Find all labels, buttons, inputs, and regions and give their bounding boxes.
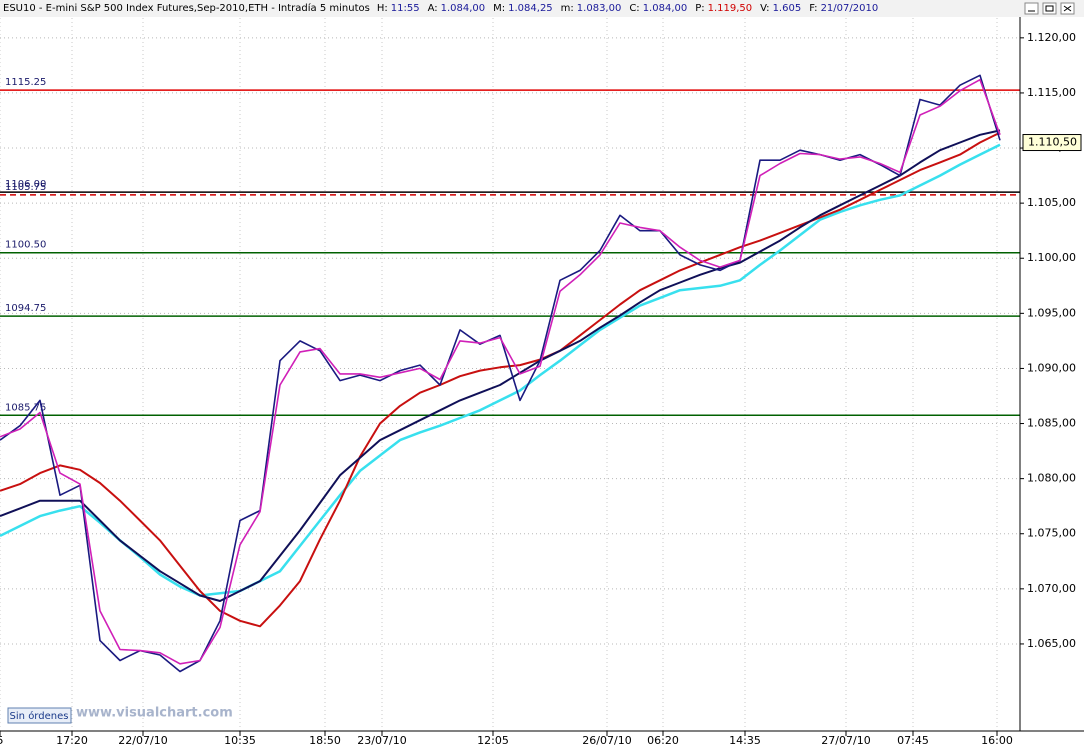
close-icon: [1063, 5, 1072, 12]
window-buttons: [1024, 2, 1075, 15]
field-value: 1.084,00: [441, 3, 486, 14]
y-tick-label: 1.065,00: [1027, 637, 1076, 650]
field-value: 1.119,50: [708, 3, 753, 14]
field-value: 1.605: [773, 3, 802, 14]
x-tick-label: 16:00: [981, 734, 1013, 747]
x-tick-label: 12:05: [477, 734, 509, 747]
field-label: P:: [695, 3, 704, 14]
y-tick-label: 1.075,00: [1027, 527, 1076, 540]
level-label: 1115.25: [5, 77, 46, 88]
field-label: F:: [809, 3, 817, 14]
y-tick-label: 1.095,00: [1027, 306, 1076, 319]
x-tick-label: 22/07/10: [118, 734, 167, 747]
x-tick-label: 10:35: [224, 734, 256, 747]
y-tick-label: 1.120,00: [1027, 31, 1076, 44]
series-line: [0, 131, 1001, 628]
level-label: 1085.75: [5, 402, 46, 413]
y-tick-label: 1.100,00: [1027, 251, 1076, 264]
maximize-button[interactable]: [1042, 2, 1057, 15]
x-tick-label: 23/07/10: [357, 734, 406, 747]
minimize-button[interactable]: [1024, 2, 1039, 15]
level-label: 1105.75: [5, 182, 46, 193]
y-tick-label: 1.105,00: [1027, 196, 1076, 209]
footer: Sin órdenes www.visualchart.com: [7, 706, 233, 724]
field-value: 11:55: [391, 3, 420, 14]
field-value: 1.084,25: [508, 3, 553, 14]
x-tick-label: 17:20: [56, 734, 88, 747]
level-label: 1094.75: [5, 303, 46, 314]
x-tick-label: 06:20: [647, 734, 679, 747]
series-line: [0, 78, 1001, 665]
header: ESU10 - E-mini S&P 500 Index Futures,Sep…: [3, 2, 878, 14]
x-tick-label: 18:50: [309, 734, 341, 747]
x-tick-label: 14:35: [729, 734, 761, 747]
level-label: 1100.50: [5, 240, 46, 251]
x-tick-label: 07:45: [897, 734, 929, 747]
last-price-box: [1022, 134, 1082, 152]
field-label: m:: [561, 3, 574, 14]
x-tick-label: 5: [0, 734, 4, 747]
y-tick-label: 1.085,00: [1027, 417, 1076, 430]
field-value: 21/07/2010: [821, 3, 879, 14]
field-label: M:: [493, 3, 505, 14]
watermark: www.visualchart.com: [76, 706, 233, 721]
field-value: 1.084,00: [643, 3, 688, 14]
symbol: ESU10 - E-mini S&P 500 Index Futures,Sep…: [3, 2, 370, 14]
level-label: 1106.00: [5, 179, 46, 190]
field-label: H:: [377, 3, 388, 14]
field-label: A:: [428, 3, 438, 14]
series-line: [0, 129, 1001, 602]
header-bar: [0, 0, 1084, 17]
y-tick-label: 1.115,00: [1027, 86, 1076, 99]
y-tick-label: 1.080,00: [1027, 472, 1076, 485]
x-tick-label: 26/07/10: [582, 734, 631, 747]
x-tick-label: 27/07/10: [821, 734, 870, 747]
series-line: [0, 143, 1001, 597]
field-label: V:: [760, 3, 769, 14]
last-price-label: 1.110,50: [1028, 136, 1077, 149]
y-tick-label: 1.090,00: [1027, 361, 1076, 374]
y-tick-label: 1.070,00: [1027, 582, 1076, 595]
field-label: C:: [629, 3, 639, 14]
orders-button[interactable]: [7, 707, 72, 724]
maximize-icon: [1045, 5, 1054, 12]
field-value: 1.083,00: [577, 3, 622, 14]
orders-button-label: Sin órdenes: [10, 710, 69, 722]
